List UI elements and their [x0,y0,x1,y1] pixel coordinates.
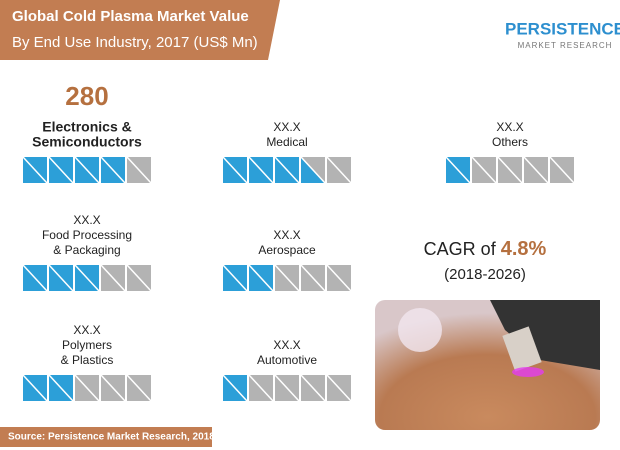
cell-stripe [100,374,126,402]
cell-stripe [300,156,326,184]
cell-stripe [74,264,100,292]
cell-stripe [549,156,575,184]
cagr-value: 4.8% [501,238,547,260]
segment-value: XX.X [73,323,100,337]
cell-stripe [74,374,100,402]
cell-stripe [274,156,300,184]
cell-stripe [222,374,248,402]
cagr-line: CAGR of 4.8% [424,238,547,260]
cell-stripe [300,374,326,402]
cell-stripe [523,156,549,184]
segment-label: Semiconductors [32,134,142,150]
cell-stripe [222,264,248,292]
title: Global Cold Plasma Market Value [12,8,249,25]
segment-label: Aerospace [258,243,316,257]
segment-label: Polymers [62,338,112,352]
title-banner [0,0,280,60]
cell-stripe [445,156,471,184]
cell-stripe [100,156,126,184]
segment-label: Electronics & [42,119,131,135]
cell-stripe [126,264,152,292]
logo-name: PERSISTENCE [505,19,620,38]
cell-stripe [48,156,74,184]
segment-value: XX.X [496,120,523,134]
logo-tagline: MARKET RESEARCH [518,41,613,50]
cell-stripe [126,374,152,402]
cell-stripe [126,156,152,184]
cell-stripe [274,264,300,292]
cell-stripe [248,156,274,184]
photo [375,300,600,430]
cell-stripe [100,264,126,292]
segment-value: 280 [65,81,108,111]
source: Source: Persistence Market Research, 201… [8,432,215,443]
segment-label: Automotive [257,353,317,367]
cagr-prefix: CAGR of [424,239,497,259]
cell-stripe [248,264,274,292]
cell-stripe [22,264,48,292]
segment-label: & Packaging [53,243,120,257]
subtitle: By End Use Industry, 2017 (US$ Mn) [12,34,258,51]
cell-stripe [22,156,48,184]
cell-stripe [471,156,497,184]
cell-stripe [326,264,352,292]
cell-stripe [48,374,74,402]
segment-label: Food Processing [42,228,132,242]
cell-stripe [48,264,74,292]
cell-stripe [74,156,100,184]
segment-value: XX.X [273,338,300,352]
source-banner [0,427,212,447]
cell-stripe [326,156,352,184]
segment-value: XX.X [73,213,100,227]
cell-stripe [326,374,352,402]
cell-stripe [497,156,523,184]
cell-stripe [274,374,300,402]
cell-stripe [22,374,48,402]
segment-label: Medical [266,135,307,149]
segment-label: Others [492,135,528,149]
cell-stripe [222,156,248,184]
cell-stripe [248,374,274,402]
segment-value: XX.X [273,120,300,134]
cagr-period: (2018-2026) [444,266,526,283]
cell-stripe [300,264,326,292]
segment-label: & Plastics [61,353,114,367]
segment-value: XX.X [273,228,300,242]
